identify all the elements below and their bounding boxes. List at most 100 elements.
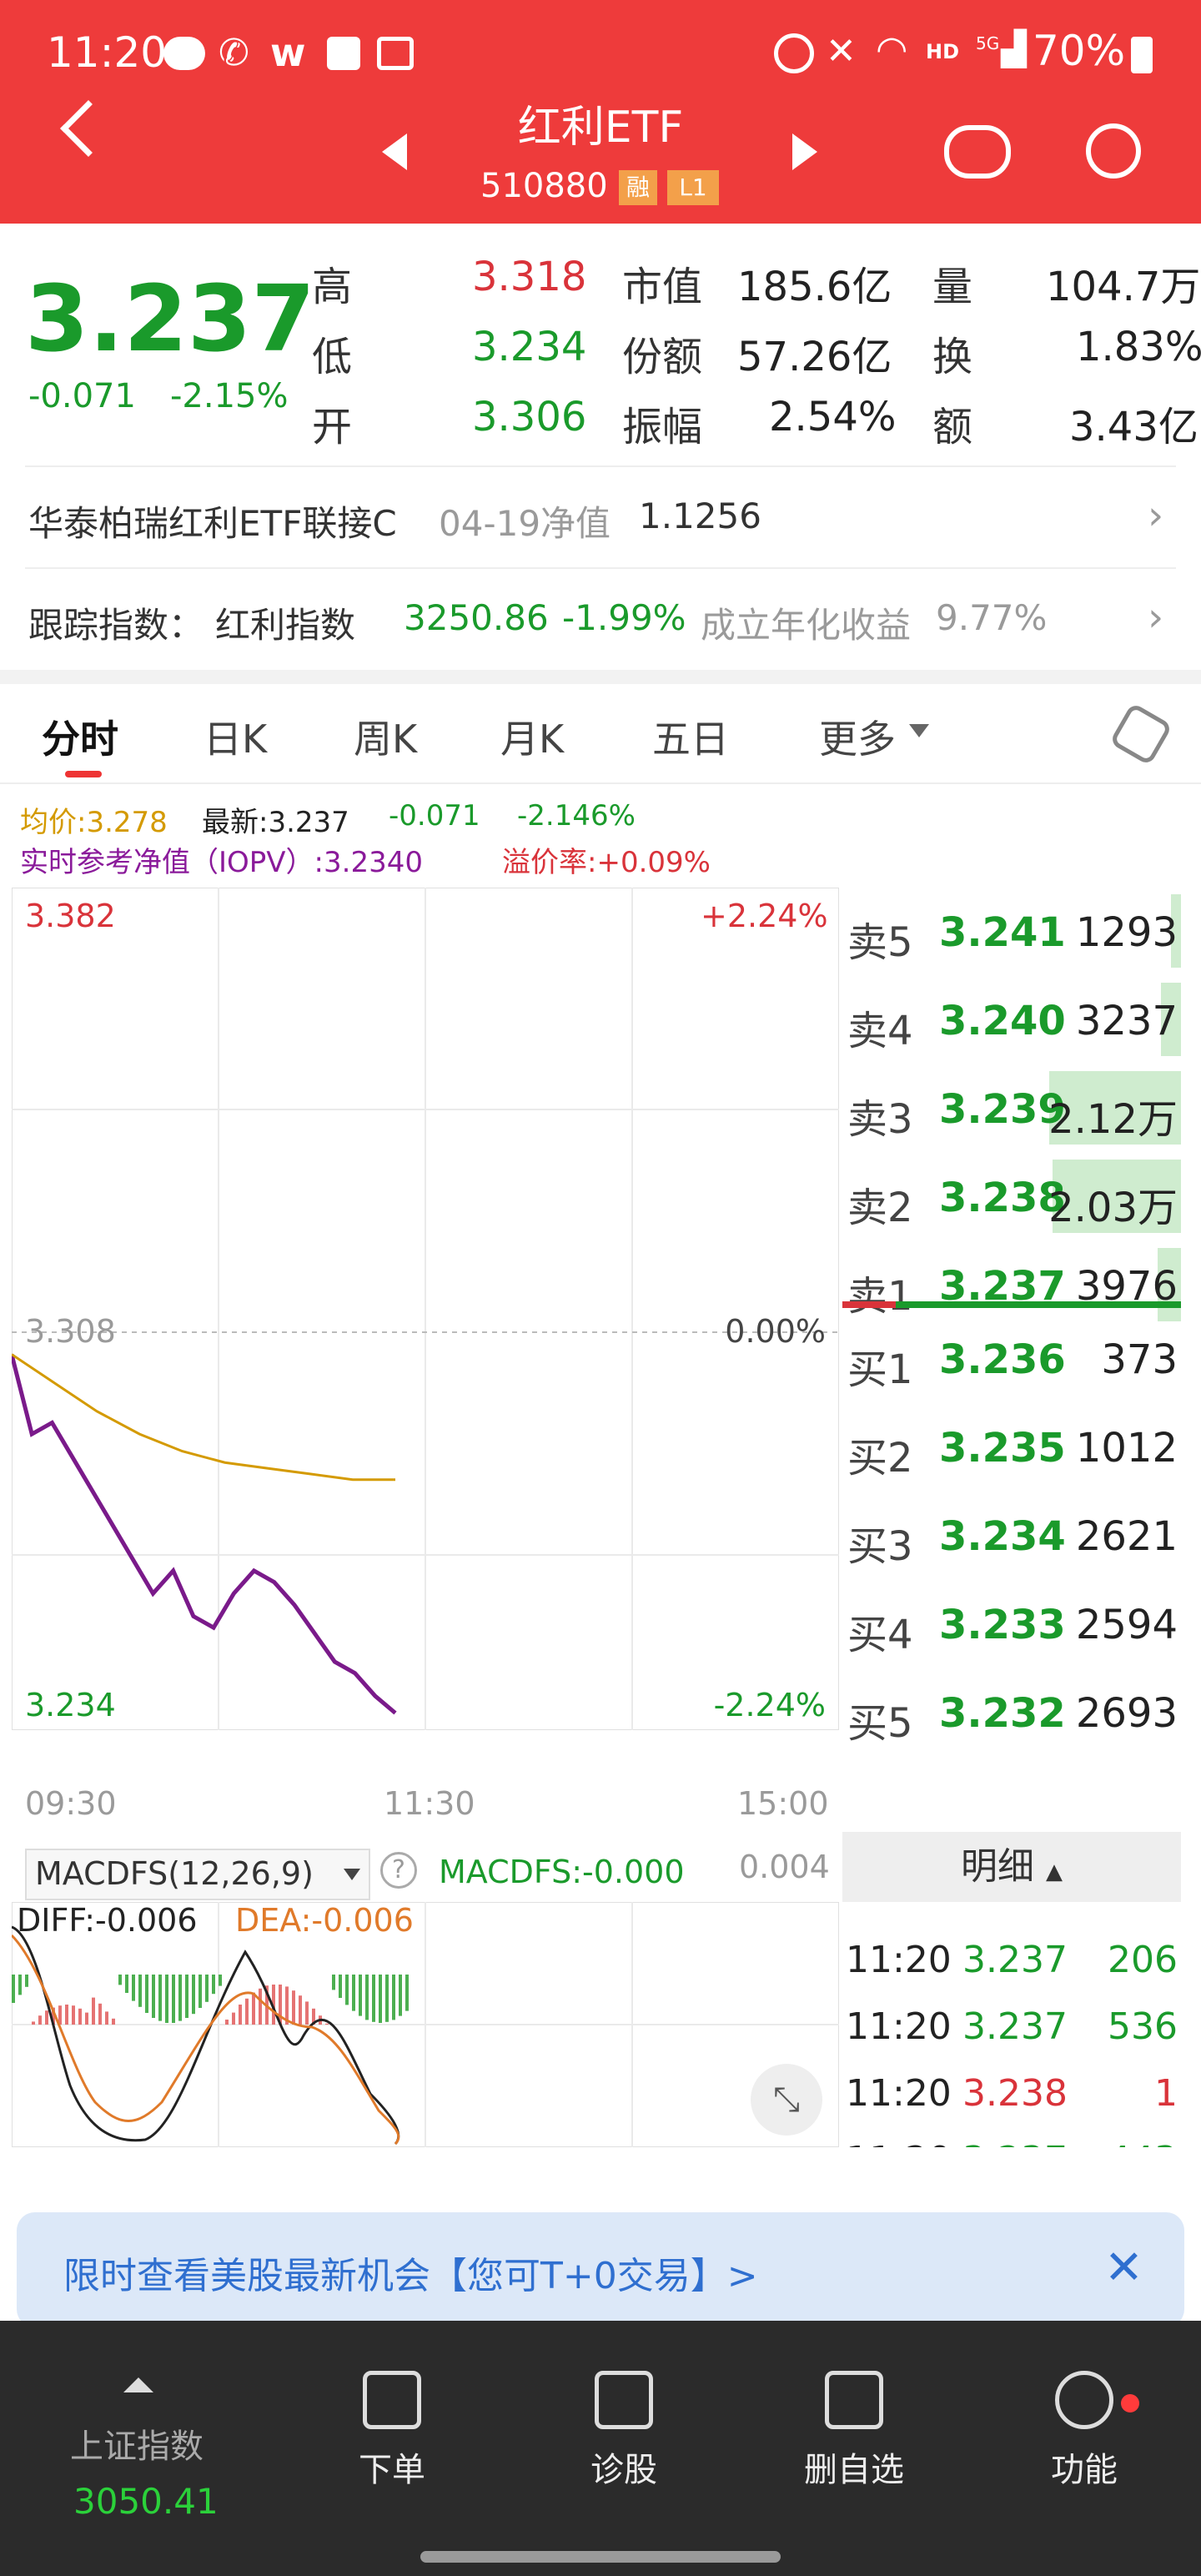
macd-bar (178, 1975, 182, 2021)
order-price: 3.233 (939, 1602, 1066, 1648)
macd-indicator-select[interactable]: MACDFS(12,26,9) (25, 1849, 370, 1900)
search-icon[interactable] (1086, 123, 1141, 179)
sell-row-4[interactable]: 卖2 3.238 2.03万 (842, 1153, 1181, 1241)
order-volume: 1012 (1075, 1425, 1178, 1472)
tab-week-k[interactable]: 周K (354, 717, 418, 762)
w-notification-icon: w (270, 30, 306, 75)
x-tick-open: 09:30 (25, 1785, 117, 1822)
buy-row-1[interactable]: 买1 3.236 373 (842, 1315, 1181, 1403)
tick-time: 11:20 (846, 2005, 952, 2048)
gallery-icon (377, 37, 414, 70)
back-button[interactable] (60, 100, 117, 157)
order-volume: 2.12万 (1048, 1096, 1178, 1143)
chevron-up-icon[interactable] (123, 2377, 153, 2392)
prev-stock-button[interactable] (382, 133, 407, 170)
tab-intraday[interactable]: 分时 (42, 717, 118, 762)
buy-row-2[interactable]: 买2 3.235 1012 (842, 1403, 1181, 1492)
tick-price: 3.238 (962, 2072, 1068, 2115)
intraday-chart[interactable] (12, 888, 839, 1730)
sell-row-2[interactable]: 卖4 3.240 3237 (842, 976, 1181, 1064)
tab-month-k[interactable]: 月K (500, 717, 565, 762)
tick-row: 11:20 3.237 443 (842, 2139, 1181, 2147)
diagnose-nav-button[interactable]: 诊股 (540, 2371, 707, 2491)
macd-bar (292, 1990, 295, 2025)
tick-time: 11:20 (846, 2072, 952, 2115)
wifi-icon: ◠ (876, 28, 908, 71)
macd-bar (38, 2015, 42, 2025)
help-icon[interactable]: ? (380, 1852, 417, 1889)
tracking-index-name[interactable]: 红利指数 (215, 605, 356, 646)
detail-toggle[interactable]: 明细 ▲ (842, 1832, 1181, 1902)
macd-bar (339, 1975, 342, 1998)
macd-bar (385, 1975, 389, 2022)
chevron-down-icon[interactable] (909, 724, 929, 737)
order-price: 3.240 (939, 998, 1066, 1044)
fund-name[interactable]: 华泰柏瑞红利ETF联接C (28, 503, 397, 544)
tab-more[interactable]: 更多 (819, 717, 896, 762)
macd-bar (92, 1997, 95, 2025)
buy-row-4[interactable]: 买4 3.233 2594 (842, 1580, 1181, 1668)
sell-row-1[interactable]: 卖5 3.241 1293 (842, 888, 1181, 976)
order-level-label: 买3 (847, 1523, 913, 1570)
remove-label: 删自选 (804, 2451, 904, 2489)
close-icon[interactable]: ✕ (1104, 2241, 1143, 2295)
battery-icon (1131, 37, 1153, 73)
current-price: 3.237 (25, 265, 315, 372)
macd-chart[interactable] (12, 1902, 839, 2147)
order-volume: 2621 (1075, 1513, 1178, 1560)
macd-bar (152, 1975, 155, 2018)
remove-watchlist-button[interactable]: 删自选 (771, 2371, 937, 2491)
order-nav-button[interactable]: 下单 (309, 2371, 475, 2491)
macd-bar (18, 1975, 22, 1995)
diagnose-label: 诊股 (590, 2451, 657, 2489)
notification-dot (1121, 2394, 1139, 2412)
functions-nav-button[interactable]: 功能 (1001, 2371, 1168, 2491)
order-price: 3.239 (939, 1086, 1066, 1133)
5g-indicator: 5G (976, 33, 1000, 53)
macd-bar (252, 1992, 255, 2025)
sell-row-3[interactable]: 卖3 3.239 2.12万 (842, 1064, 1181, 1153)
order-level-label: 买1 (847, 1346, 913, 1393)
amplitude-value: 2.54% (769, 394, 897, 440)
tab-day-k[interactable]: 日K (204, 717, 268, 762)
tick-time: 11:20 (846, 2139, 952, 2147)
iopv-info: 实时参考净值（IOPV）:3.2340 (20, 846, 423, 879)
macd-bar (138, 1975, 142, 2007)
macd-bar (58, 2005, 62, 2025)
chevron-right-icon[interactable]: › (1148, 594, 1164, 641)
buy-row-3[interactable]: 买3 3.234 2621 (842, 1492, 1181, 1580)
macd-bar (25, 1975, 28, 1987)
chart-area: 均价:3.278 最新:3.237 -0.071 -2.146% 实时参考净值（… (0, 784, 1201, 2202)
chevron-down-icon (344, 1869, 360, 1880)
macd-bar (225, 2020, 229, 2025)
order-volume: 2594 (1075, 1602, 1178, 1648)
diagnose-icon (595, 2371, 653, 2429)
macd-bar (185, 1975, 188, 2018)
macd-bar (198, 1975, 202, 2008)
macd-bar (45, 2010, 48, 2025)
next-stock-button[interactable] (792, 133, 817, 170)
index-name[interactable]: 上证指数 (70, 2428, 204, 2466)
fullscreen-icon[interactable]: ⤡ (751, 2064, 822, 2136)
macd-bar (232, 2012, 235, 2025)
macd-bar (332, 1975, 335, 1990)
macd-bar (259, 1988, 262, 2025)
tick-row: 11:20 3.237 536 (842, 2005, 1181, 2072)
tick-price: 3.237 (962, 2139, 1068, 2147)
promo-banner[interactable]: 限时查看美股最新机会【您可T+0交易】> ✕ (17, 2212, 1184, 2327)
chevron-right-icon[interactable]: › (1148, 492, 1164, 539)
macd-bar (359, 1975, 362, 2016)
settings-icon[interactable] (1108, 702, 1173, 767)
robot-assistant-icon[interactable] (944, 125, 1011, 179)
home-indicator[interactable] (420, 2551, 781, 2563)
buy-row-5[interactable]: 买5 3.232 2693 (842, 1668, 1181, 1757)
order-volume: 373 (1101, 1336, 1178, 1383)
macd-bar (98, 2003, 102, 2025)
order-book: 卖5 3.241 1293 卖4 3.240 3237 卖3 3.239 2.12万 卖2 3.23… (842, 888, 1181, 1747)
volume-label: 量 (932, 264, 973, 310)
tab-five-day[interactable]: 五日 (652, 717, 729, 762)
order-level-label: 买2 (847, 1435, 913, 1482)
macd-bar (105, 2011, 108, 2025)
macd-bar (279, 1985, 282, 2025)
low-value: 3.234 (472, 324, 587, 370)
